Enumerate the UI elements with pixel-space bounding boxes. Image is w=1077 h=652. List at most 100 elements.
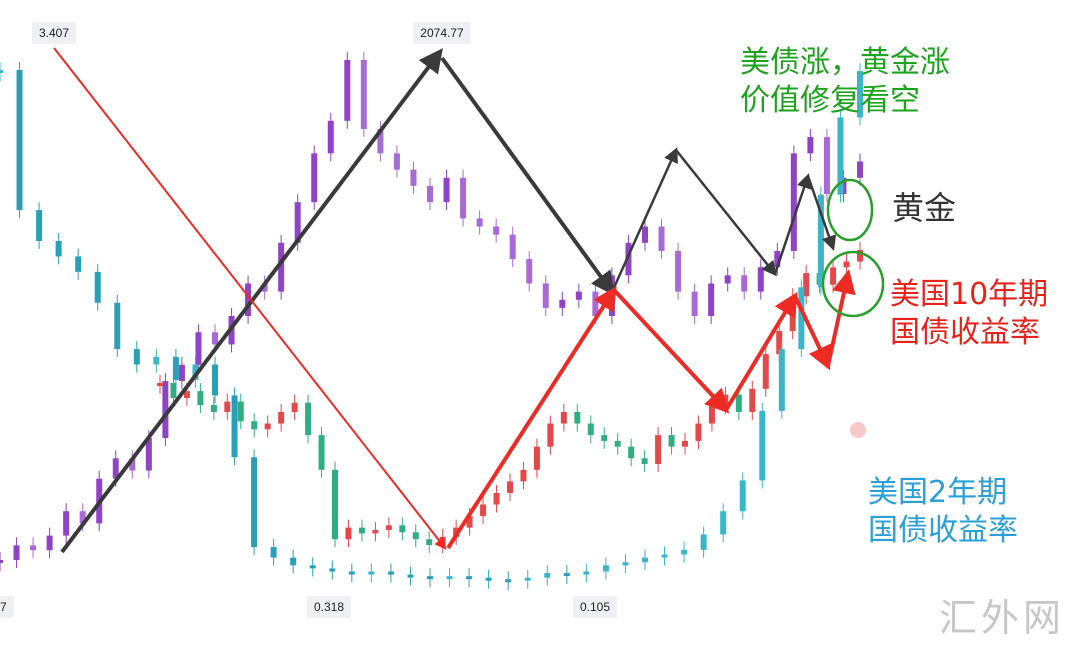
candle-body (476, 218, 483, 227)
candle-body (318, 435, 325, 470)
gold-trend-arrow (773, 173, 812, 275)
candle-body (13, 545, 20, 560)
yield-trend-arrow (53, 47, 447, 550)
candle-body (224, 401, 231, 412)
candle-body (332, 469, 338, 540)
candle-body (774, 250, 781, 268)
candle-body (387, 571, 394, 575)
candle-body (460, 177, 467, 219)
candle-body (63, 511, 70, 536)
candle-body (708, 283, 715, 317)
candle-body (601, 435, 608, 441)
candle-body (505, 579, 512, 583)
candle-body (628, 446, 635, 459)
candle-body (741, 275, 748, 292)
candle-body (524, 577, 531, 581)
candle-body (412, 532, 419, 540)
candle-body (327, 120, 334, 154)
candle-body (857, 250, 863, 262)
candle-body (443, 177, 450, 203)
candle-body (583, 571, 590, 575)
us2y-highlight-dot (850, 422, 866, 438)
candle-body (309, 565, 316, 569)
gold-candles (0, 52, 863, 571)
candle-body (614, 440, 621, 447)
candle-body (735, 394, 742, 412)
candle-body (823, 137, 830, 195)
candle-body (544, 573, 551, 578)
candle-body (178, 364, 185, 382)
candle-body (75, 256, 82, 272)
candle-body (36, 210, 43, 241)
candle-body (195, 332, 202, 365)
candle-body (682, 440, 688, 447)
us10y-highlight-circle (821, 250, 885, 318)
candle-body (305, 402, 312, 436)
candle-body (695, 423, 702, 441)
candle-body (231, 395, 238, 458)
candle-body (807, 137, 814, 154)
candle-body (446, 576, 453, 580)
candle-body (162, 381, 169, 439)
candle-body (16, 70, 23, 211)
candle-body (172, 356, 179, 380)
candle-body (145, 438, 152, 471)
candle-body (345, 527, 352, 540)
candle-body (30, 545, 37, 551)
candle-body (294, 202, 301, 243)
candle-body (837, 117, 844, 195)
yield-trend-arrow (826, 269, 856, 367)
candle-body (708, 406, 715, 424)
candle-body (658, 226, 665, 251)
candle-body (542, 283, 549, 308)
gold-label-text: 黄金 (892, 189, 957, 227)
candle-body (622, 562, 629, 566)
candle-body (790, 153, 797, 251)
candle-body (857, 71, 863, 118)
candle-body (290, 557, 297, 566)
candle-body (625, 242, 632, 276)
candle-body (655, 435, 662, 465)
candle-body (778, 349, 785, 411)
candle-body (602, 565, 609, 572)
candle-body (762, 354, 769, 389)
candle-body (843, 261, 850, 268)
candle-body (724, 275, 731, 284)
candle-body (776, 330, 783, 355)
candle-body (817, 194, 824, 288)
bond-gold-note: 美债涨，黄金涨 价值修复看空 (740, 44, 950, 121)
candle-body (485, 577, 492, 581)
candle-body (493, 226, 500, 235)
candle-body (360, 60, 367, 129)
price-tag-bottom-right: 0.105 (572, 596, 618, 618)
price-tag-bottom-left: 7 (0, 596, 14, 618)
candle-body (170, 383, 177, 399)
gold-trend-arrow (610, 147, 678, 293)
candle-body (245, 283, 252, 317)
us2y-label-line2: 国债收益率 (868, 513, 1018, 549)
yield-trend-arrow (793, 295, 831, 371)
candle-body (133, 349, 140, 365)
us2y-label-line1: 美国2年期 (868, 475, 1008, 510)
candle-body (749, 388, 756, 412)
candle-body (311, 153, 318, 203)
candle-body (759, 410, 766, 481)
candle-body (480, 504, 487, 517)
candle-body (407, 574, 414, 578)
candle-body (559, 299, 566, 308)
price-tag-top-left: 3.407 (31, 22, 77, 44)
candle-body (368, 571, 375, 575)
candle-body (358, 527, 365, 534)
candle-body (720, 511, 727, 535)
candle-body (587, 423, 594, 436)
candle-body (278, 242, 285, 292)
candle-body (153, 356, 160, 365)
candle-body (372, 529, 379, 534)
candle-body (264, 423, 271, 430)
candle-body (0, 560, 3, 563)
gold-trend-arrow (440, 56, 615, 296)
candle-body (560, 411, 567, 424)
candle-body (261, 283, 268, 292)
gold-trend-arrow (60, 48, 443, 554)
candle-body (668, 435, 675, 447)
